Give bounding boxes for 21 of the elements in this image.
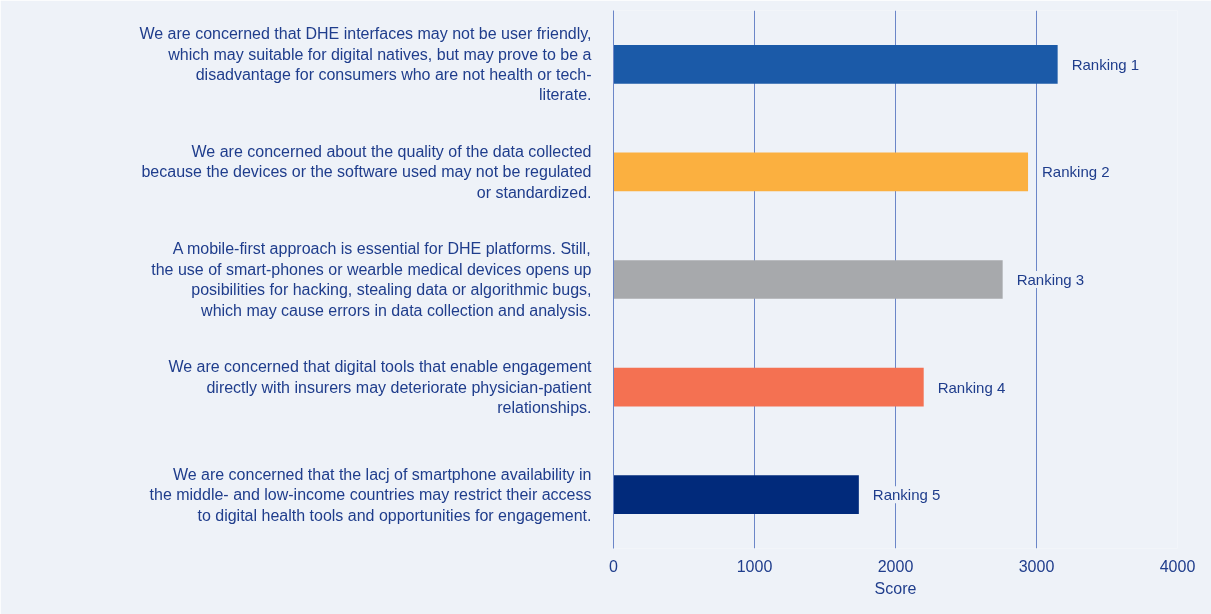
- x-tick-label: 0: [609, 557, 619, 575]
- y-tick-label: We are concerned that the lacj of smartphone availability in the middle- and low-income countries may restrict their access to digital health tools and opportunities for engagement.: [149, 465, 592, 524]
- y-tick-label: We are concerned that DHE interfaces may not be user friendly, which may suitable for digital natives, but may prove to be a disadvantage for consumers who are not health or tech-literate.: [139, 25, 592, 104]
- x-tick-label: 2000: [877, 557, 914, 575]
- bar: [613, 367, 924, 407]
- bar: [613, 152, 1029, 192]
- data-label: Ranking 4: [937, 378, 1006, 396]
- y-tick-label: A mobile-first approach is essential for DHE platforms. Still, the use of smart-phones or wearble medical devices opens up posibilities for hacking, stealing data or algorithmic bugs, which may cause errors in data collection and analysis.: [151, 240, 592, 319]
- bar: [613, 475, 859, 515]
- x-tick-label: 1000: [736, 557, 773, 575]
- bar: [613, 260, 1003, 299]
- bar: [613, 44, 1058, 84]
- y-tick-label: We are concerned that digital tools that enable engagement directly with insurers may deteriorate physician-patient relationships.: [168, 358, 593, 416]
- data-label: Ranking 2: [1042, 163, 1110, 181]
- data-label: Ranking 5: [872, 486, 941, 504]
- x-axis-title: Score: [874, 579, 917, 597]
- data-label: Ranking 1: [1071, 55, 1140, 73]
- x-tick-label: 4000: [1159, 557, 1196, 575]
- x-tick-label: 3000: [1018, 557, 1055, 575]
- y-tick-label: We are concerned about the quality of the data collected because the devices or the software used may not be regulated or standardized.: [141, 143, 592, 201]
- data-label: Ranking 3: [1016, 271, 1085, 288]
